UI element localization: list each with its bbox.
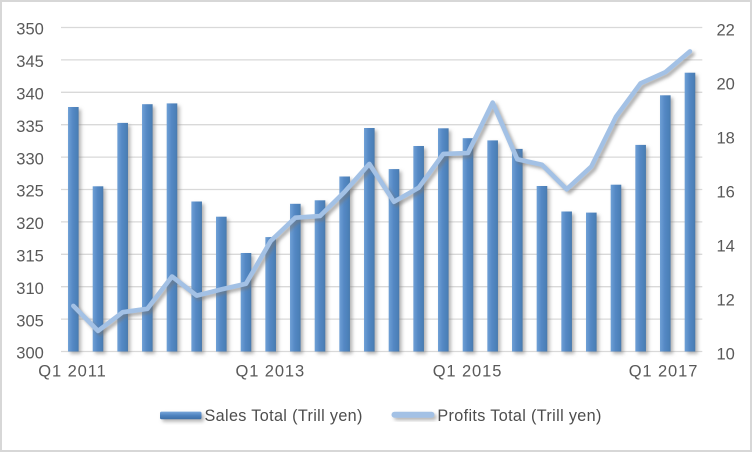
svg-text:315: 315 — [16, 248, 44, 266]
svg-text:340: 340 — [16, 86, 44, 104]
svg-text:345: 345 — [16, 53, 44, 71]
svg-text:350: 350 — [16, 21, 44, 39]
svg-text:16: 16 — [717, 184, 735, 202]
svg-text:18: 18 — [717, 130, 735, 148]
svg-text:320: 320 — [16, 215, 44, 233]
svg-text:14: 14 — [717, 238, 735, 256]
svg-text:Sales Total (Trill yen): Sales Total (Trill yen) — [205, 407, 363, 425]
svg-text:335: 335 — [16, 118, 44, 136]
svg-text:330: 330 — [16, 150, 44, 168]
svg-text:Q1 2017: Q1 2017 — [629, 363, 699, 381]
svg-text:22: 22 — [717, 22, 735, 40]
svg-text:305: 305 — [16, 312, 44, 330]
svg-text:Q1 2015: Q1 2015 — [433, 363, 503, 381]
svg-text:Profits Total (Trill yen): Profits Total (Trill yen) — [437, 407, 601, 425]
svg-text:300: 300 — [16, 345, 44, 363]
svg-text:310: 310 — [16, 280, 44, 298]
svg-text:10: 10 — [717, 346, 735, 364]
svg-text:325: 325 — [16, 183, 44, 201]
svg-text:Q1 2011: Q1 2011 — [38, 363, 106, 381]
svg-text:Q1 2013: Q1 2013 — [235, 363, 305, 381]
svg-text:12: 12 — [717, 292, 735, 310]
svg-text:20: 20 — [717, 76, 735, 94]
